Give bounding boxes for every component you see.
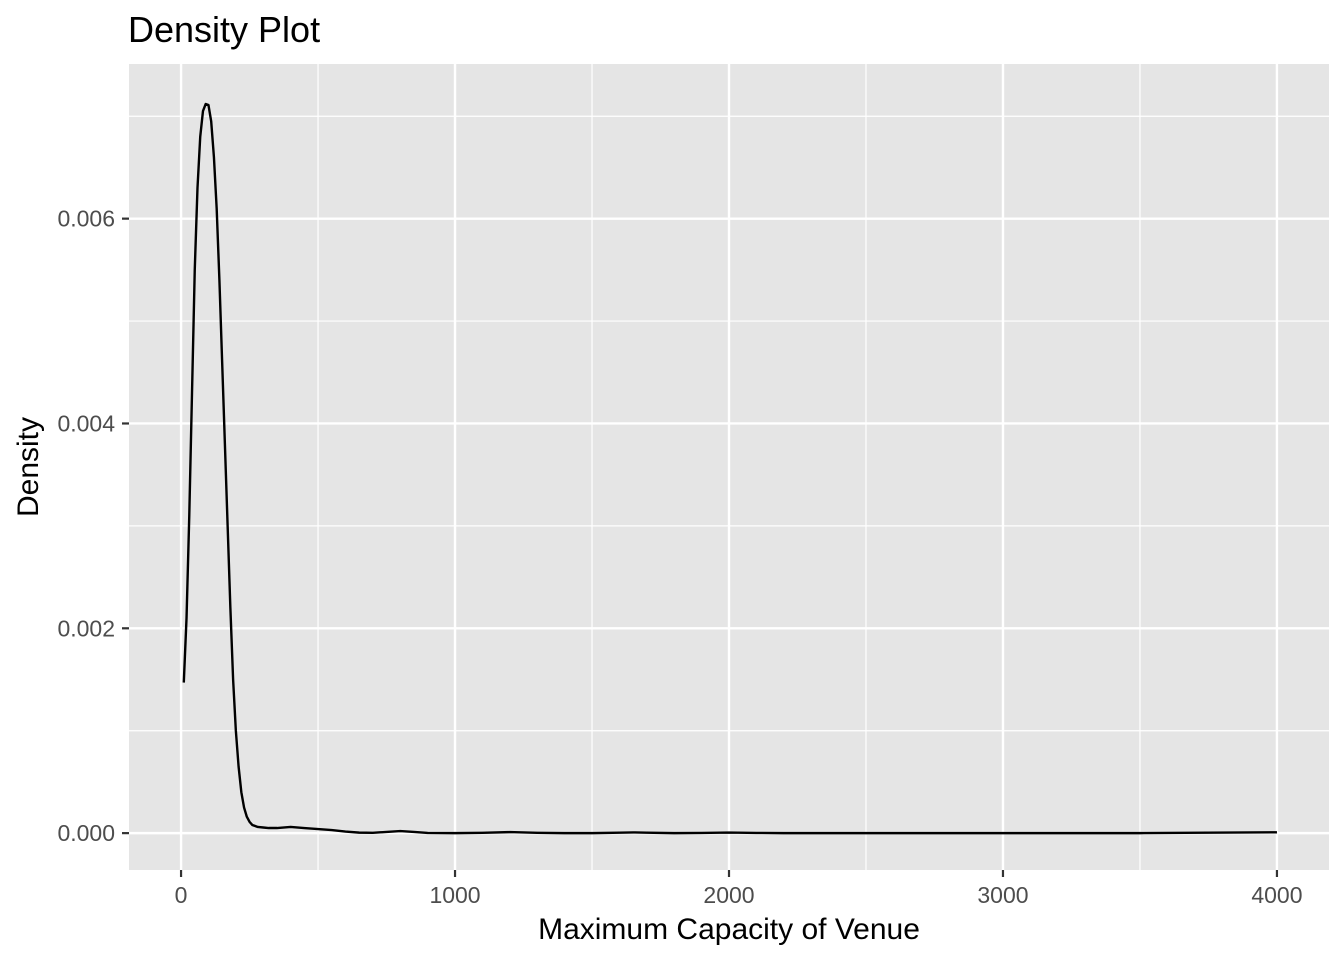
y-axis: 0.000 0.002 0.004 0.006 [57,206,129,846]
y-axis-title: Density [12,417,45,517]
chart-title: Density Plot [128,9,320,50]
density-line [182,102,1277,835]
x-tick-label: 1000 [429,882,480,908]
y-tick-label: 0.000 [57,820,115,846]
x-tick-label: 4000 [1251,882,1302,908]
x-tick-label: 0 [175,882,188,908]
x-axis: 0 1000 2000 3000 4000 [175,870,1303,908]
y-tick-label: 0.002 [57,615,115,641]
y-tick-label: 0.006 [57,206,115,232]
x-axis-title: Maximum Capacity of Venue [538,913,920,946]
x-tick-label: 2000 [703,882,754,908]
x-tick-label: 3000 [977,882,1028,908]
y-tick-label: 0.004 [57,410,115,436]
